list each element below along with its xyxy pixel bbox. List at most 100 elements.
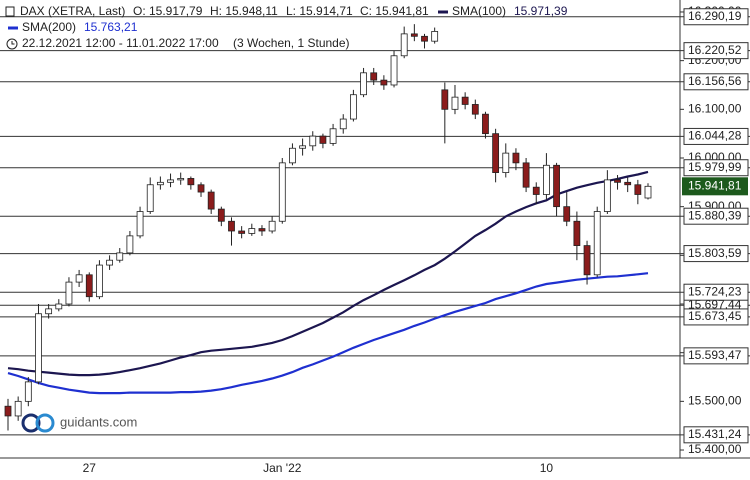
x-tick-label: 27 bbox=[83, 461, 97, 475]
candle-body bbox=[106, 259, 113, 266]
legend-value: 15.763,21 bbox=[84, 20, 138, 34]
last-price-label: 15.941,81 bbox=[688, 178, 742, 192]
y-tick-label: 16.100,00 bbox=[688, 101, 742, 115]
candle-body bbox=[349, 94, 357, 120]
watermark: guidants.com bbox=[21, 413, 137, 433]
level-label-box bbox=[683, 8, 749, 26]
level-label: 15.593,47 bbox=[688, 348, 742, 362]
candle-body bbox=[543, 164, 550, 195]
candle-body bbox=[553, 164, 560, 208]
candle-body bbox=[532, 186, 540, 195]
candle-body bbox=[207, 191, 215, 210]
candle-body bbox=[482, 113, 489, 135]
candle-body bbox=[319, 135, 327, 144]
level-label-box bbox=[683, 207, 749, 225]
candle-body bbox=[258, 228, 266, 232]
candle-body bbox=[329, 128, 337, 144]
candle-body bbox=[400, 33, 408, 57]
candle-body bbox=[35, 313, 42, 383]
ohlc-label: C: 15.941,81 bbox=[360, 4, 429, 18]
level-label: 15.803,59 bbox=[688, 246, 742, 260]
candle-body bbox=[624, 181, 632, 186]
clock-icon bbox=[11, 41, 15, 45]
legend-value: 15.971,39 bbox=[514, 4, 568, 18]
y-tick-label: 15.500,00 bbox=[688, 394, 742, 408]
candle-body bbox=[471, 104, 479, 115]
candle-body bbox=[593, 211, 601, 276]
candle-body bbox=[614, 179, 621, 183]
legend-label: SMA(100) bbox=[452, 4, 506, 18]
candle-body bbox=[339, 118, 347, 130]
candle-icon bbox=[5, 6, 15, 17]
candle-body bbox=[116, 252, 124, 261]
range-label: 22.12.2021 12:00 - 11.01.2022 17:00 bbox=[22, 36, 219, 50]
clock-icon bbox=[6, 38, 18, 50]
candle-body bbox=[156, 181, 164, 186]
level-label-box bbox=[683, 347, 749, 365]
candle-body bbox=[268, 220, 276, 232]
candle-body bbox=[167, 179, 174, 183]
candle-body bbox=[502, 152, 510, 173]
candle-body bbox=[380, 79, 388, 86]
candle-body bbox=[451, 96, 459, 110]
last-price-box bbox=[682, 177, 748, 196]
candle-body bbox=[136, 211, 144, 237]
candle-body bbox=[410, 33, 418, 37]
candle-body bbox=[146, 184, 154, 212]
logo bbox=[21, 413, 41, 433]
ohlc-label: L: 15.914,71 bbox=[286, 4, 353, 18]
candle-body bbox=[634, 184, 642, 195]
range-note: (3 Wochen, 1 Stunde) bbox=[233, 36, 350, 50]
legend-label: SMA(200) bbox=[22, 20, 76, 34]
candle-body bbox=[431, 31, 439, 42]
x-tick-label: 10 bbox=[540, 461, 554, 475]
level-label: 16.044,28 bbox=[688, 129, 742, 143]
level-label-box bbox=[683, 42, 749, 60]
candle-body bbox=[360, 72, 367, 96]
level-label-box bbox=[683, 73, 749, 91]
level-label-box bbox=[683, 283, 749, 301]
ohlc-label: O: 15.917,79 bbox=[133, 4, 203, 18]
level-label-box bbox=[683, 159, 749, 177]
candle-body bbox=[603, 179, 611, 212]
logo bbox=[35, 413, 55, 433]
candle-body bbox=[126, 235, 134, 254]
candle-body bbox=[461, 96, 469, 105]
candle-body bbox=[197, 184, 205, 193]
candle-body bbox=[583, 245, 591, 276]
candle-body bbox=[299, 145, 307, 149]
candle-body bbox=[512, 152, 520, 164]
candle-body bbox=[441, 89, 449, 110]
candle-body bbox=[573, 220, 581, 246]
level-label-box bbox=[683, 308, 749, 326]
candle-body bbox=[45, 308, 53, 315]
level-label: 16.290,19 bbox=[688, 9, 742, 23]
instrument-title: DAX (XETRA, Last) bbox=[20, 4, 125, 18]
level-label: 15.724,23 bbox=[688, 284, 742, 298]
ohlc-label: H: 15.948,11 bbox=[210, 4, 278, 18]
grid bbox=[0, 16, 750, 436]
candle-body bbox=[370, 72, 378, 81]
candle-body bbox=[75, 274, 83, 283]
candle-body bbox=[14, 400, 22, 417]
candle-body bbox=[96, 264, 103, 298]
candle-body bbox=[309, 135, 317, 147]
level-label: 15.673,45 bbox=[688, 309, 742, 323]
candle-body bbox=[390, 55, 398, 86]
plot bbox=[4, 24, 652, 431]
candle-body bbox=[644, 185, 652, 199]
candle-body bbox=[289, 147, 296, 164]
candle-body bbox=[4, 405, 12, 417]
level-label: 16.220,52 bbox=[688, 43, 742, 57]
candle-body bbox=[492, 133, 500, 173]
candle-body bbox=[421, 35, 428, 42]
candle-body bbox=[278, 162, 286, 222]
level-label-box bbox=[683, 245, 749, 263]
x-tick-label: Jan '22 bbox=[263, 461, 302, 475]
level-label: 16.156,56 bbox=[688, 74, 742, 88]
level-label-box bbox=[683, 426, 749, 444]
candle-body bbox=[238, 230, 246, 234]
level-label-box bbox=[683, 127, 749, 145]
